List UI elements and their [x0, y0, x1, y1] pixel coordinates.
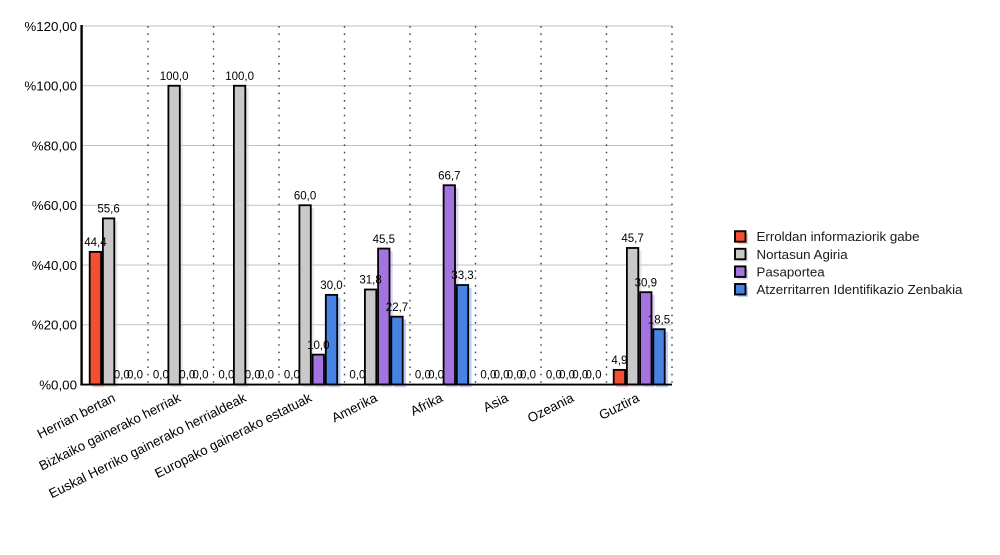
svg-text:0,0: 0,0	[494, 370, 510, 382]
svg-text:0,0: 0,0	[127, 370, 143, 382]
svg-text:30,9: 30,9	[635, 277, 657, 289]
svg-text:33,3: 33,3	[451, 270, 473, 282]
svg-text:0,0: 0,0	[520, 370, 536, 382]
svg-text:0,0: 0,0	[428, 370, 444, 382]
svg-text:10,0: 10,0	[307, 340, 329, 352]
svg-text:0,0: 0,0	[586, 370, 602, 382]
svg-text:0,0: 0,0	[258, 370, 274, 382]
svg-text:0,0: 0,0	[193, 370, 209, 382]
svg-text:0,0: 0,0	[559, 370, 575, 382]
svg-text:31,8: 31,8	[359, 275, 381, 287]
svg-text:0,0: 0,0	[415, 370, 431, 382]
svg-text:45,7: 45,7	[621, 233, 643, 245]
svg-text:30,0: 30,0	[320, 280, 342, 292]
svg-text:18,5: 18,5	[648, 314, 670, 326]
svg-text:100,0: 100,0	[160, 71, 189, 83]
svg-text:100,0: 100,0	[225, 71, 254, 83]
svg-text:66,7: 66,7	[438, 170, 460, 182]
svg-text:0,0: 0,0	[480, 370, 496, 382]
svg-text:0,0: 0,0	[179, 370, 195, 382]
svg-text:0,0: 0,0	[153, 370, 169, 382]
svg-text:0,0: 0,0	[349, 370, 365, 382]
svg-text:Atzerritarren Identifikazio Ze: Atzerritarren Identifikazio Zenbakia	[757, 282, 964, 297]
svg-text:60,0: 60,0	[294, 190, 316, 202]
svg-text:55,6: 55,6	[97, 204, 119, 216]
svg-text:0,0: 0,0	[507, 370, 523, 382]
svg-text:%120,00: %120,00	[24, 19, 77, 34]
svg-text:4,9: 4,9	[611, 355, 627, 367]
svg-text:22,7: 22,7	[386, 302, 408, 314]
svg-text:%80,00: %80,00	[32, 138, 77, 153]
svg-text:0,0: 0,0	[572, 370, 588, 382]
svg-text:0,0: 0,0	[114, 370, 130, 382]
svg-text:%100,00: %100,00	[24, 79, 77, 94]
svg-text:0,0: 0,0	[284, 370, 300, 382]
svg-text:0,0: 0,0	[546, 370, 562, 382]
svg-text:%40,00: %40,00	[32, 258, 77, 273]
svg-text:%0,00: %0,00	[39, 377, 77, 392]
svg-text:%60,00: %60,00	[32, 198, 77, 213]
svg-text:0,0: 0,0	[218, 370, 234, 382]
svg-text:Erroldan informaziorik gabe: Erroldan informaziorik gabe	[757, 229, 920, 244]
svg-text:0,0: 0,0	[245, 370, 261, 382]
svg-text:%20,00: %20,00	[32, 318, 77, 333]
svg-text:44,4: 44,4	[84, 237, 107, 249]
svg-text:45,5: 45,5	[373, 234, 395, 246]
svg-text:Nortasun Agiria: Nortasun Agiria	[757, 247, 849, 262]
svg-text:Pasaportea: Pasaportea	[757, 264, 826, 279]
